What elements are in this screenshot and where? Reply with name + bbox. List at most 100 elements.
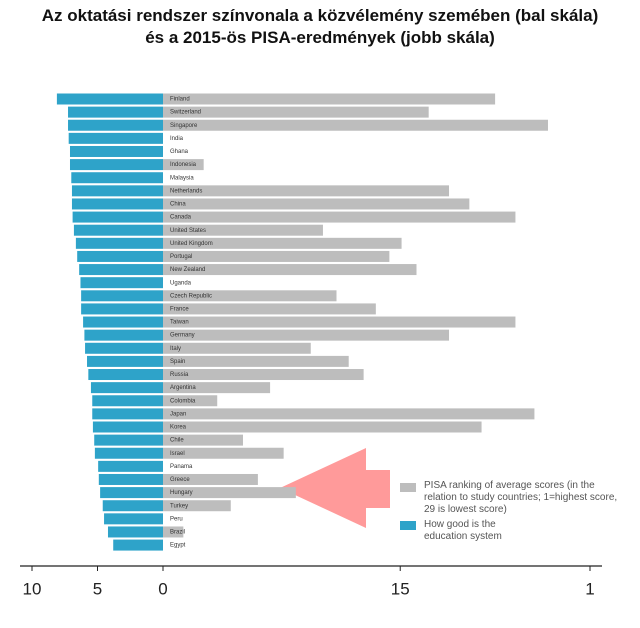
bar [163,382,271,394]
bar [75,237,163,249]
bar [77,250,163,262]
bar [163,185,450,197]
bar [163,421,482,433]
bar [92,395,163,407]
bar [73,224,163,236]
bar [163,159,204,171]
bar [69,145,163,157]
bar [92,421,163,433]
category-label: Russia [170,372,189,378]
bar [100,487,163,499]
legend-swatch [400,483,416,492]
bar [163,224,323,236]
legend-label: How good is the education system [424,519,502,542]
category-label: Brazil [170,530,185,536]
category-label: Panama [170,464,193,470]
category-label: Italy [170,346,181,352]
bar [81,290,163,302]
legend-label: PISA ranking of average scores (in the r… [424,480,618,515]
category-label: Colombia [170,398,196,404]
bar [98,473,163,485]
category-label: Indonesia [170,162,197,168]
bar [163,408,535,420]
bar [71,172,163,184]
bar [69,159,163,171]
bar [163,290,337,302]
category-label: Greece [170,477,190,483]
category-label: France [170,306,189,312]
category-label: Ghana [170,149,189,155]
bar [163,250,390,262]
bar [71,185,163,197]
bar [163,500,231,512]
bar [163,487,296,499]
bar [102,500,163,512]
bar [163,355,349,367]
category-label: India [170,136,184,142]
category-label: Korea [170,425,187,431]
category-label: Argentina [170,385,196,391]
category-label: Chile [170,438,184,444]
bar [163,237,402,249]
bar [98,460,163,472]
bar [104,513,163,525]
category-label: Uganda [170,280,192,286]
legend-swatch [400,521,416,530]
category-label: Malaysia [170,175,194,181]
category-label: United States [170,228,206,234]
bar [163,329,450,341]
bar [113,539,163,551]
bar [163,264,417,276]
bar [94,434,163,446]
chart-title: Az oktatási rendszer színvonala a közvél… [41,6,599,25]
category-label: Egypt [170,543,186,549]
bar [92,408,163,420]
chart-title: és a 2015-ös PISA-eredmények (jobb skála… [145,28,495,47]
bar [80,277,163,289]
bar [163,316,516,328]
bar [163,303,376,315]
bar [68,132,163,144]
bar [163,395,218,407]
category-label: Spain [170,359,185,365]
bar [163,119,548,131]
bar [88,369,163,381]
bar [68,119,163,131]
category-label: New Zealand [170,267,205,273]
category-label: Hungary [170,490,193,496]
bar [163,106,429,118]
bar [85,342,163,354]
category-label: Portugal [170,254,192,260]
category-label: Peru [170,516,183,522]
bar [163,473,258,485]
category-label: Netherlands [170,188,202,194]
category-label: United Kingdom [170,241,213,247]
x-tick-label: 5 [93,579,102,598]
bar [90,382,163,394]
bar [87,355,163,367]
category-label: Finland [170,97,190,103]
bar [163,526,184,538]
bar [68,106,163,118]
x-tick-label: 10 [23,579,42,598]
bar [84,329,163,341]
x-tick-label: 0 [158,579,167,598]
category-label: Singapore [170,123,198,129]
arrow [280,448,390,528]
bar [81,303,163,315]
category-label: Germany [170,333,195,339]
category-label: Czech Republic [170,293,212,299]
bar [163,434,243,446]
category-label: Israel [170,451,185,457]
category-label: Japan [170,411,186,417]
category-label: Turkey [170,503,188,509]
bar [83,316,163,328]
bar [56,93,163,105]
bar [163,369,364,381]
bar [163,342,311,354]
category-label: Switzerland [170,110,201,116]
bar [79,264,163,276]
x2-tick-label: 1 [585,579,594,598]
